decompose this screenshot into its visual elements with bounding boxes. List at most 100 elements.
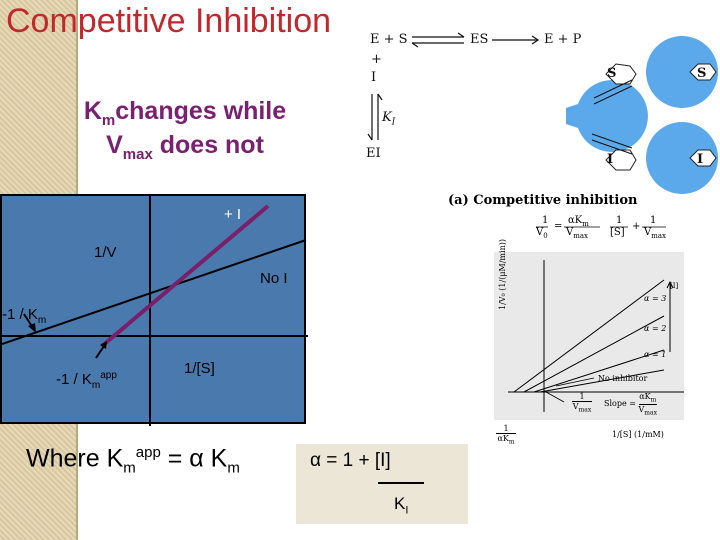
bound-substrate-s-label: S [697,66,707,81]
reaction-scheme-graphic [367,32,718,194]
arrow-kmapp-head [100,341,107,349]
eq-arrow-s2 [593,85,633,105]
eq-frac3-num: 1 [650,215,657,226]
formula-sub-m2: m [227,459,240,477]
km-symbol: K [83,97,102,125]
ki-main: K [394,494,406,513]
substrate-hexagon [605,63,637,85]
eq-frac1-num-main: αK [568,215,583,226]
graph-bracket-label: [I] [670,282,679,290]
alpha-definition-box: α = 1 + [I] KI [296,444,468,524]
ki-denominator: KI [394,494,408,516]
scheme-e-plus-s: E + S [370,32,408,47]
eq-lhs-den: V0 [536,227,548,240]
graph-x-label: 1/[S] (1/mM) [612,430,664,439]
lineweaver-burk-plot: + I 1/V No I 1/[S] -1 / Km -1 / Kmapp [0,194,308,426]
graph-vmax-den-sub: max [578,406,592,414]
graph-line-alpha3 [513,279,665,393]
graph-vmax-den: Vmax [572,401,592,414]
graph-vmax-tick: 1 Vmax [572,392,592,414]
panel-caption: (a) Competitive inhibition [448,193,638,208]
fraction-bar [378,482,424,484]
subtitle-line1-text: changes while [115,97,287,125]
neg-kmapp-sup: app [100,370,117,381]
formula-sub-m: m [123,459,136,477]
eq-equals: = [554,221,563,232]
subtitle-line2-text: does not [152,131,264,159]
vmax-symbol: V [106,131,123,159]
bound-inhibitor-i-label: I [697,152,704,167]
enzyme-pacman-shape [566,80,648,152]
graph-neg-km-num: 1 [503,424,509,433]
inhibitor-hexagon [605,149,637,171]
inhibited-line [100,204,270,348]
lb-equation: 1 V0 = αKm Vmax 1 [S] + 1 Vmax [536,215,696,245]
graph-line-no-inhibitor [539,369,665,393]
km-app-formula: Where Kmapp = α Km [26,444,240,476]
graph-slope-den: Vmax [638,403,657,416]
graph-slope-num-main: αK [639,392,651,401]
eq-frac3-den: Vmax [644,227,666,240]
ki-arrow-down-head [367,133,373,141]
inhibition-graph-panel: 1/V₀ (1/(μM/min)) [I] α = 3 α = 2 α = 1 … [494,239,684,420]
eq-lhs-den-sub: 0 [543,232,548,240]
scheme-ki-sub: I [391,117,396,128]
y-axis-label: 1/V [94,244,117,261]
eq-frac3-den-sub: max [651,232,666,240]
eq-lhs-den-main: V [536,227,544,238]
scheme-plus: + [371,52,382,67]
scheme-inhibitor: I [371,70,377,85]
arrow-km-head [28,323,36,333]
neg-kmapp-main: -1 / K [56,371,92,388]
enzyme-inhibitor-complex [646,122,718,194]
eq-frac1-den-main: V [566,227,574,238]
graph-alpha3-label: α = 3 [644,294,667,303]
subtitle-line-1: Kmchanges while [60,96,310,130]
ki-arrow-up-head [377,93,383,101]
vmax-subscript: max [122,146,153,163]
arrow-kmapp [95,345,105,359]
graph-neg-km-den-sub: m [508,438,515,446]
graph-neg-km-den: αKm [496,433,516,446]
scheme-ei: EI [366,146,381,161]
graph-neg-km-tick: 1 αKm [496,424,516,446]
graph-neg-km-den-main: αK [497,434,509,443]
formula-eq: = α K [160,444,228,473]
inhibition-graph [508,260,684,412]
graph-line-alpha1 [533,349,665,393]
km-subscript: m [101,112,116,129]
neg-km-main: -1 / K [2,306,38,323]
bound-substrate-hexagon [689,63,717,81]
plus-i-label: + I [224,206,242,223]
formula-where: Where K [26,444,124,473]
slide-subtitle: Kmchanges while Vmax does not [60,96,310,164]
eq-frac1-den-sub: max [573,232,588,240]
substrate-s-label: S [607,66,617,81]
scheme-ki-main: K [382,110,392,125]
graph-y-label: 1/V₀ (1/(μM/min)) [498,239,507,310]
eq-lhs-num: 1 [542,215,549,226]
ki-sub: I [405,504,409,517]
neg-kmapp-sub: m [91,380,101,391]
eq-frac2-den: [S] [610,227,625,238]
eq-plus: + [632,221,641,232]
graph-slope-num: αKm [639,392,657,404]
neg-kmapp-label: -1 / Kmapp [56,370,117,391]
graph-alpha2-label: α = 2 [644,324,667,333]
subtitle-line-2: Vmax does not [60,130,310,164]
graph-vmax-pointer [545,391,565,403]
eq-arrow-i2 [591,139,633,155]
scheme-e-plus-p: E + P [544,32,582,47]
eq-frac1-num: αKm [568,215,589,228]
x-axis-label: 1/[S] [184,360,215,377]
eq-fraction-bars [536,226,666,228]
eq-arrow-i1 [591,133,633,149]
eq-frac1-den: Vmax [566,227,588,240]
product-arrow-head [531,35,540,45]
graph-no-inhibitor-pointer [555,377,595,387]
eq-frac2-num: 1 [616,215,623,226]
scheme-ki: KI [382,110,395,128]
graph-slope-text: Slope = [604,399,636,409]
neg-km-sub: m [37,315,47,326]
graph-vmax-num: 1 [579,392,585,401]
